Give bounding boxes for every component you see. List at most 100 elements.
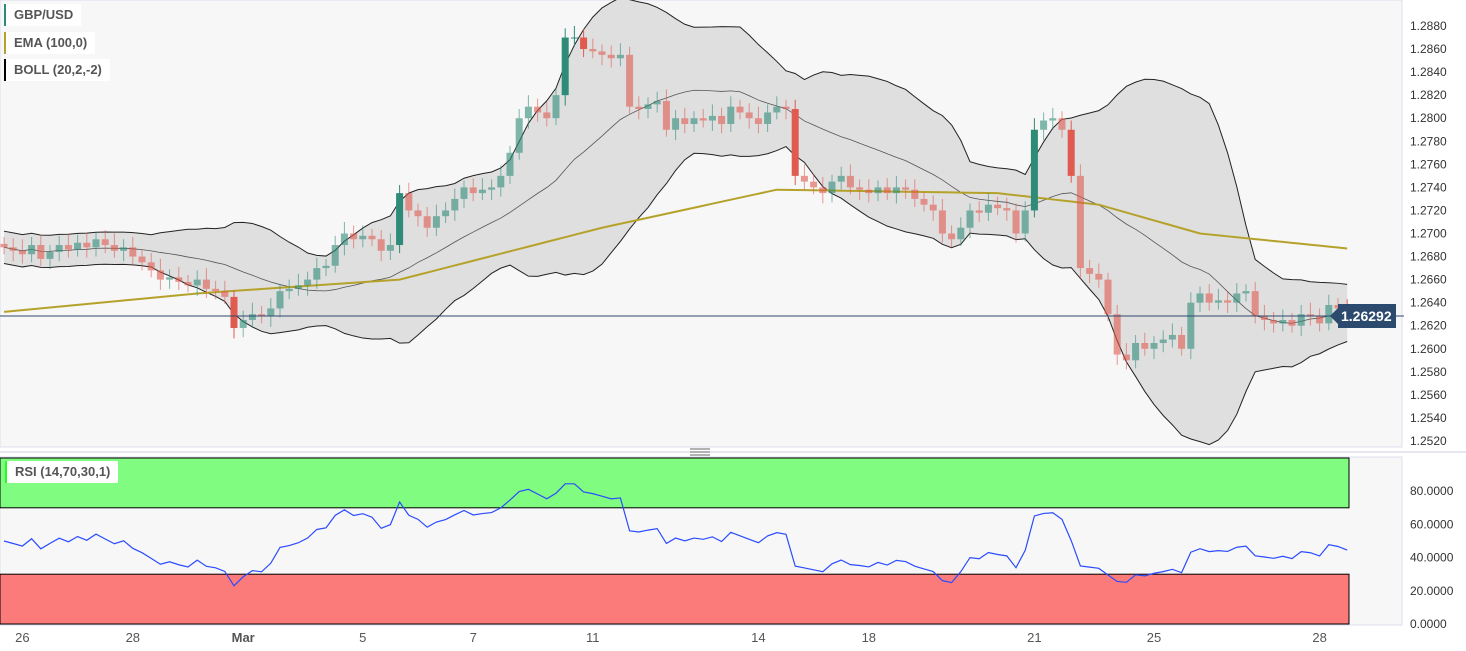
candle-body	[994, 204, 1002, 209]
candle-body	[1159, 339, 1167, 344]
candle-body	[432, 216, 440, 228]
candle	[957, 217, 965, 247]
candle-body	[800, 175, 808, 182]
overbought-zone	[0, 457, 1350, 509]
candle	[561, 28, 569, 106]
candle-body	[423, 216, 431, 228]
legend-boll: BOLL (20,2,-2)	[4, 59, 110, 81]
candle-body	[920, 198, 928, 205]
candle-body	[598, 51, 606, 55]
candle	[1003, 197, 1011, 221]
candle-body	[1150, 343, 1158, 349]
candle-body	[230, 296, 238, 329]
price-axis-label: 1.2680	[1410, 250, 1447, 264]
candle	[1270, 311, 1278, 333]
candle	[837, 166, 845, 190]
price-axis-label: 1.2560	[1410, 388, 1447, 402]
candle	[1021, 201, 1029, 242]
price-axis-label: 1.2580	[1410, 365, 1447, 379]
price-axis-label: 1.2540	[1410, 411, 1447, 425]
candle	[258, 306, 266, 324]
candle	[1058, 111, 1066, 138]
candle	[405, 182, 413, 218]
candle	[552, 88, 560, 126]
candle-body	[405, 193, 413, 211]
candle	[534, 98, 542, 122]
candle	[377, 230, 385, 262]
candle-body	[948, 233, 956, 240]
candle-body	[589, 49, 597, 52]
candle	[764, 104, 772, 133]
candle-body	[1205, 293, 1213, 303]
candle-body	[929, 204, 937, 211]
pane-resize-handle[interactable]	[690, 448, 710, 456]
candle	[469, 178, 477, 202]
rsi-axis-label: 20.0000	[1410, 584, 1454, 598]
candle-body	[957, 227, 965, 240]
candle	[138, 249, 146, 271]
candle-body	[1178, 334, 1186, 349]
time-axis-label: 11	[586, 630, 600, 645]
legend-rsi: RSI (14,70,30,1)	[5, 461, 119, 483]
candle-body	[276, 291, 284, 309]
candle	[506, 145, 514, 184]
candle-body	[184, 281, 192, 286]
candle-body	[828, 181, 836, 194]
candle-body	[110, 245, 118, 251]
time-axis-label: 25	[1147, 630, 1161, 645]
candle-body	[865, 189, 873, 194]
time-axis-label: 18	[862, 630, 876, 645]
rsi-axis-label: 40.0000	[1410, 551, 1454, 565]
candle	[580, 29, 588, 58]
candle	[212, 280, 220, 300]
candle	[911, 179, 919, 207]
rsi-line	[3, 483, 1348, 587]
candle-body	[1067, 129, 1075, 176]
candle-body	[534, 106, 542, 113]
time-axis-label: Mar	[232, 630, 255, 645]
candle-body	[690, 118, 698, 124]
candle	[644, 97, 652, 119]
candle-body	[837, 175, 845, 182]
candle-body	[101, 239, 109, 246]
candle-body	[561, 37, 569, 96]
price-axis-label: 1.2700	[1410, 227, 1447, 241]
candle	[892, 175, 900, 204]
price-axis-label: 1.2840	[1410, 65, 1447, 79]
candle-body	[626, 54, 634, 107]
candle	[745, 103, 753, 129]
candle	[267, 298, 275, 327]
candle	[184, 275, 192, 293]
candle-body	[1325, 304, 1333, 324]
price-axis-label: 1.2760	[1410, 157, 1447, 171]
candle	[819, 177, 827, 204]
candle-body	[138, 256, 146, 263]
candle-body	[1030, 129, 1038, 211]
candle	[920, 192, 928, 212]
candle-body	[488, 187, 496, 190]
candle	[672, 110, 680, 141]
candle	[1049, 107, 1057, 130]
candle-body	[368, 235, 376, 240]
candle-body	[55, 245, 63, 252]
legend-symbol: GBP/USD	[4, 4, 82, 26]
candle-body	[92, 239, 100, 248]
price-axis-label: 1.2520	[1410, 434, 1447, 448]
candle	[662, 89, 670, 137]
price-axis-label: 1.2660	[1410, 273, 1447, 287]
candle	[248, 302, 256, 329]
candle-body	[1270, 319, 1278, 324]
candle-body	[414, 210, 422, 217]
candle-body	[1260, 316, 1268, 320]
candle-body	[331, 245, 339, 266]
candle	[1168, 323, 1176, 348]
candle-body	[524, 106, 532, 119]
candle	[828, 174, 836, 203]
price-axis-label: 1.2620	[1410, 319, 1447, 333]
candle	[810, 173, 818, 195]
candle-body	[1021, 210, 1029, 234]
candle	[874, 180, 882, 202]
candle	[1030, 118, 1038, 218]
price-axis-label: 1.2800	[1410, 111, 1447, 125]
